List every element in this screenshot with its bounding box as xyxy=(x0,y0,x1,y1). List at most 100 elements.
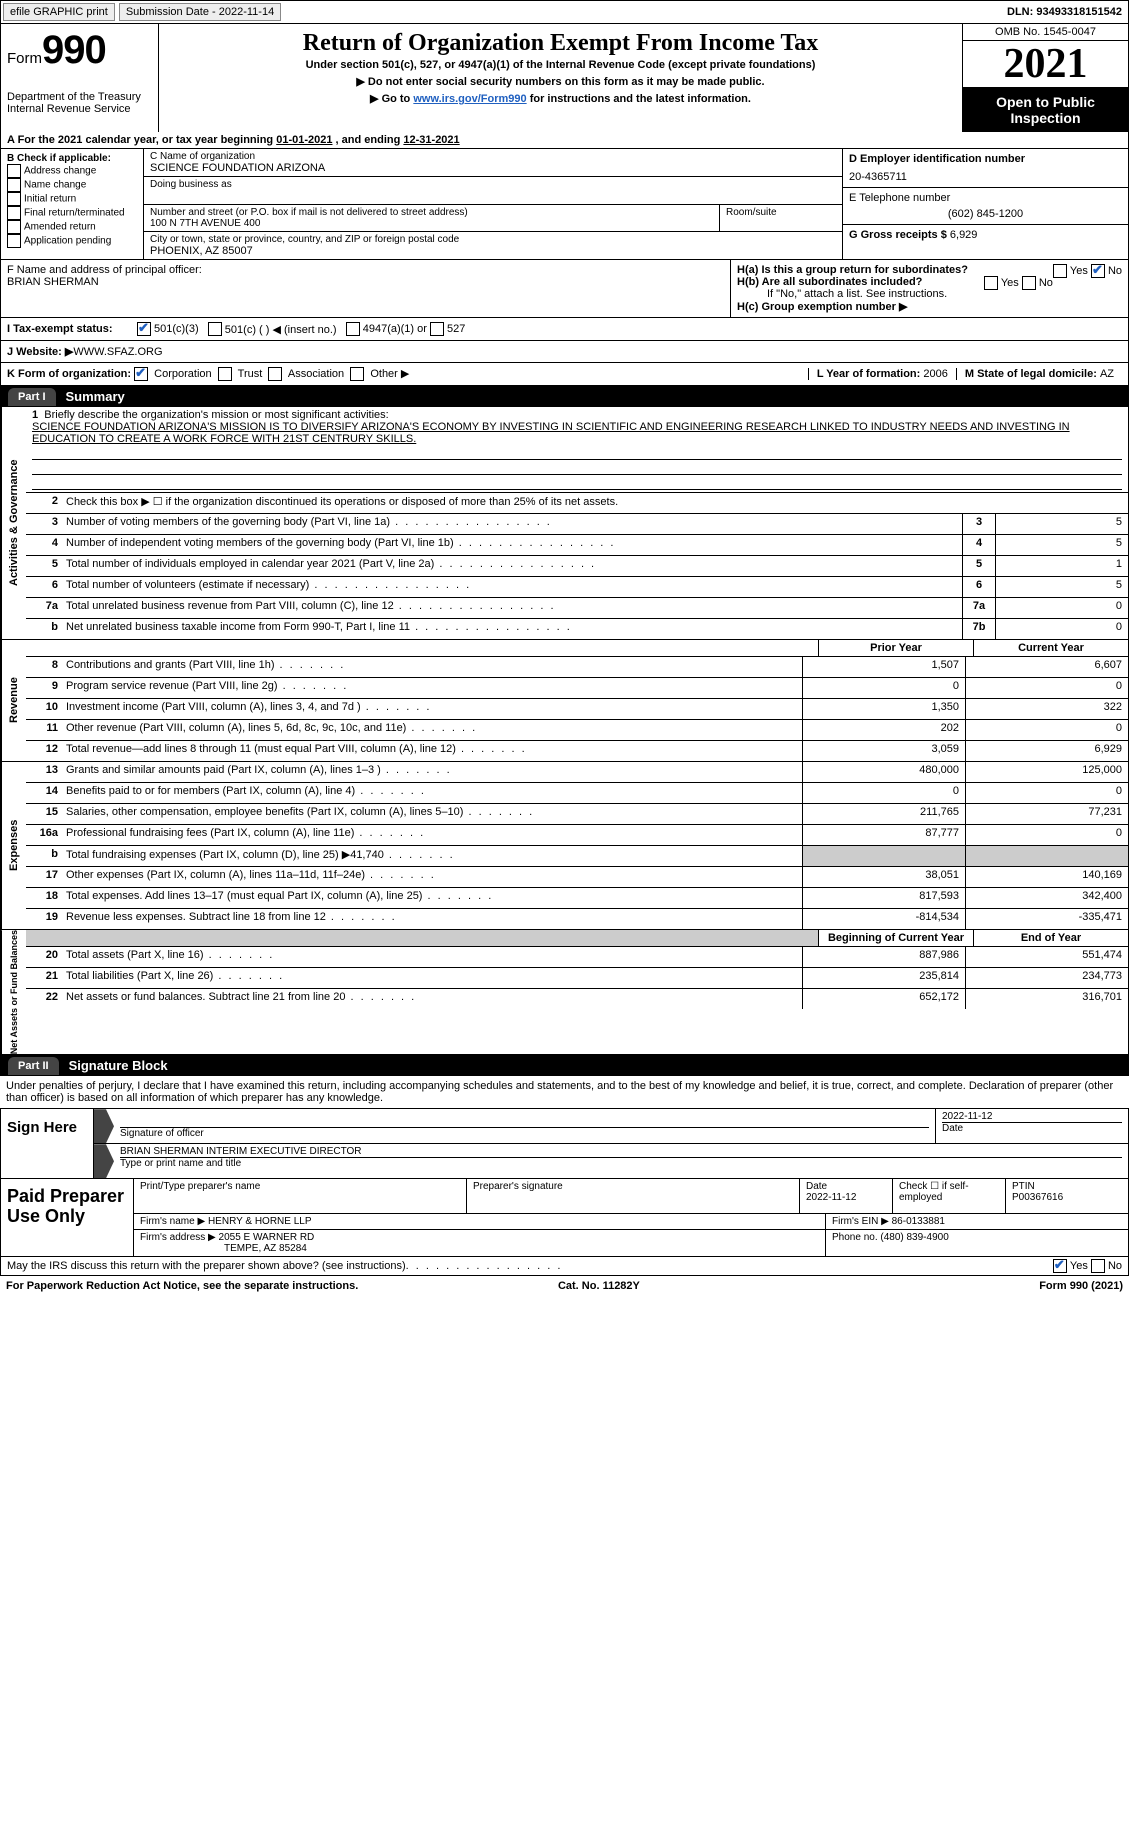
line-num: 9 xyxy=(26,678,62,698)
line-desc: Salaries, other compensation, employee b… xyxy=(62,804,802,824)
form-num: 990 xyxy=(42,28,106,72)
sig-date-field: 2022-11-12 Date xyxy=(935,1109,1128,1143)
line-box: 7a xyxy=(962,598,995,618)
prior-value: 0 xyxy=(802,678,965,698)
checkbox-icon[interactable] xyxy=(7,206,21,220)
m-label: M State of legal domicile: xyxy=(965,368,1100,380)
line-value: 0 xyxy=(995,598,1128,618)
current-value: 551,474 xyxy=(965,947,1128,967)
line-value: 1 xyxy=(995,556,1128,576)
paid-preparer-block: Paid Preparer Use Only Print/Type prepar… xyxy=(0,1179,1129,1257)
blank xyxy=(26,640,818,656)
checkbox-icon[interactable] xyxy=(430,322,444,336)
k-label: K Form of organization: xyxy=(7,368,131,380)
tax-opt-2: 4947(a)(1) or xyxy=(363,323,427,335)
vtab-expenses: Expenses xyxy=(1,762,26,929)
officer-name: BRIAN SHERMAN xyxy=(7,276,724,288)
summary-row: 21 Total liabilities (Part X, line 26) 2… xyxy=(26,968,1128,989)
line-box: 4 xyxy=(962,535,995,555)
checkbox-icon[interactable] xyxy=(1091,264,1105,278)
city-box: City or town, state or province, country… xyxy=(144,232,842,259)
org-name-box: C Name of organization SCIENCE FOUNDATIO… xyxy=(144,149,842,177)
checkbox-icon[interactable] xyxy=(268,367,282,381)
b-opt-1[interactable]: Name change xyxy=(7,178,137,192)
checkbox-icon[interactable] xyxy=(7,234,21,248)
summary-row: 9 Program service revenue (Part VIII, li… xyxy=(26,678,1128,699)
yes-label: Yes xyxy=(1070,1260,1088,1272)
checkbox-icon[interactable] xyxy=(7,164,21,178)
checkbox-icon[interactable] xyxy=(218,367,232,381)
line-desc: Total expenses. Add lines 13–17 (must eq… xyxy=(62,888,802,908)
irs-label: Internal Revenue Service xyxy=(7,103,152,115)
efile-button[interactable]: efile GRAPHIC print xyxy=(3,3,115,21)
ptin-cell: PTINP00367616 xyxy=(1006,1179,1128,1213)
ein-value: 20-4365711 xyxy=(849,171,1122,183)
box-f: F Name and address of principal officer:… xyxy=(1,260,731,317)
box-c: C Name of organization SCIENCE FOUNDATIO… xyxy=(144,149,842,259)
checkbox-icon[interactable] xyxy=(1022,276,1036,290)
line-num: 8 xyxy=(26,657,62,677)
org-name: SCIENCE FOUNDATION ARIZONA xyxy=(150,162,836,174)
checkbox-icon[interactable] xyxy=(1053,264,1067,278)
checkbox-icon[interactable] xyxy=(984,276,998,290)
prep-sig-header: Preparer's signature xyxy=(467,1179,800,1213)
line-a-mid: , and ending xyxy=(336,134,404,146)
line-a-text: A For the 2021 calendar year, or tax yea… xyxy=(7,134,276,146)
checkbox-icon[interactable] xyxy=(346,322,360,336)
tax-year: 2021 xyxy=(963,41,1128,88)
line-desc: Net assets or fund balances. Subtract li… xyxy=(62,989,802,1009)
checkbox-icon[interactable] xyxy=(350,367,364,381)
line-num: 22 xyxy=(26,989,62,1009)
m-value: AZ xyxy=(1100,368,1114,380)
checkbox-icon[interactable] xyxy=(208,322,222,336)
checkbox-icon[interactable] xyxy=(1053,1259,1067,1273)
b-opt-0[interactable]: Address change xyxy=(7,164,137,178)
line-num: 11 xyxy=(26,720,62,740)
b-opt-4[interactable]: Amended return xyxy=(7,220,137,234)
b-opt-2[interactable]: Initial return xyxy=(7,192,137,206)
prior-year-header: Prior Year xyxy=(818,640,973,656)
vtab-revenue: Revenue xyxy=(1,640,26,761)
line-i: I Tax-exempt status: 501(c)(3) 501(c) ( … xyxy=(0,318,1129,341)
activities-section: 1 Briefly describe the organization's mi… xyxy=(26,407,1128,639)
b-opt-5[interactable]: Application pending xyxy=(7,234,137,248)
irs-link[interactable]: www.irs.gov/Form990 xyxy=(413,93,526,105)
line-j: J Website: ▶ WWW.SFAZ.ORG xyxy=(0,341,1129,363)
current-value: 0 xyxy=(965,783,1128,803)
summary-row: 15 Salaries, other compensation, employe… xyxy=(26,804,1128,825)
line-k: K Form of organization: Corporation Trus… xyxy=(7,367,808,381)
line-box: 5 xyxy=(962,556,995,576)
prior-value: 480,000 xyxy=(802,762,965,782)
submission-button[interactable]: Submission Date - 2022-11-14 xyxy=(119,3,281,21)
checkbox-icon[interactable] xyxy=(7,192,21,206)
sign-here-label: Sign Here xyxy=(1,1109,94,1178)
line-desc: Other expenses (Part IX, column (A), lin… xyxy=(62,867,802,887)
omb-number: OMB No. 1545-0047 xyxy=(963,24,1128,41)
l-value: 2006 xyxy=(923,368,947,380)
hc-label: H(c) Group exemption number ▶ xyxy=(737,301,907,313)
line-desc: Net unrelated business taxable income fr… xyxy=(62,619,962,639)
line-num: 16a xyxy=(26,825,62,845)
checkbox-icon[interactable] xyxy=(7,178,21,192)
summary-row: 12 Total revenue—add lines 8 through 11 … xyxy=(26,741,1128,761)
tax-label: I Tax-exempt status: xyxy=(7,323,137,335)
year-begin: 01-01-2021 xyxy=(276,134,332,146)
b-opt-3[interactable]: Final return/terminated xyxy=(7,206,137,220)
yes-label: Yes xyxy=(1001,277,1019,289)
checkbox-icon[interactable] xyxy=(7,220,21,234)
section-fh: F Name and address of principal officer:… xyxy=(0,260,1129,318)
prep-name-header: Print/Type preparer's name xyxy=(134,1179,467,1213)
checkbox-icon[interactable] xyxy=(1091,1259,1105,1273)
mission-label: Briefly describe the organization's miss… xyxy=(44,409,388,421)
checkbox-icon[interactable] xyxy=(137,322,151,336)
box-d: D Employer identification number 20-4365… xyxy=(843,149,1128,188)
line-desc: Program service revenue (Part VIII, line… xyxy=(62,678,802,698)
officer-signature-field[interactable]: Signature of officer xyxy=(114,1109,935,1143)
checkbox-icon[interactable] xyxy=(134,367,148,381)
part2-tab: Part II xyxy=(8,1057,59,1075)
box-b-label: B Check if applicable: xyxy=(7,153,137,164)
street-row: Number and street (or P.O. box if mail i… xyxy=(144,205,842,232)
line-1: 1 Briefly describe the organization's mi… xyxy=(26,407,1128,492)
box-b: B Check if applicable: Address change Na… xyxy=(1,149,144,259)
officer-label: F Name and address of principal officer: xyxy=(7,264,724,276)
